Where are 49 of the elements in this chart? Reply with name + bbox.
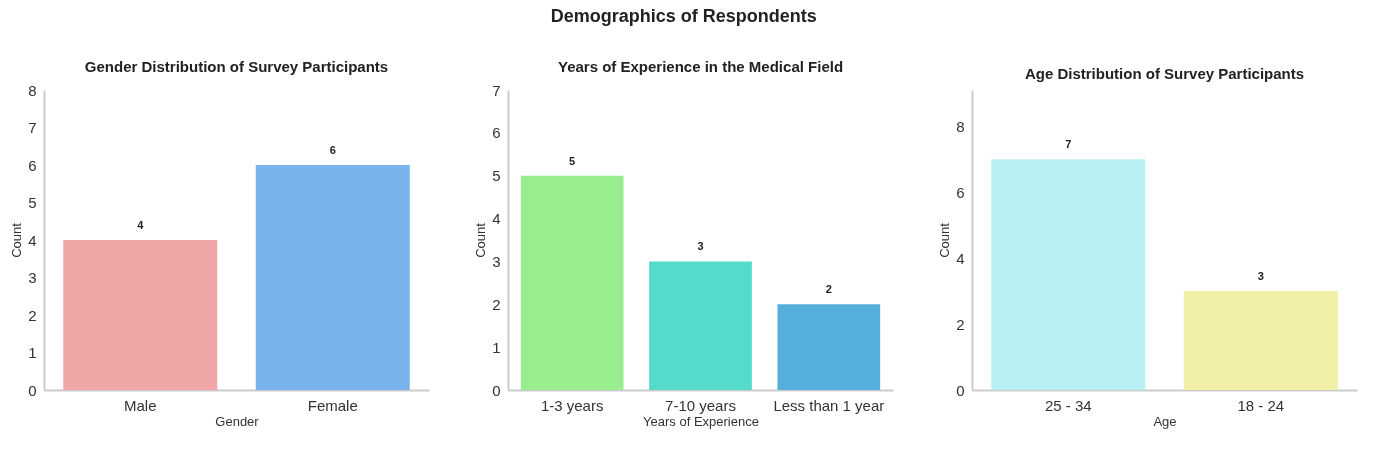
y-tick-label: 0 <box>492 381 501 399</box>
bar <box>777 304 881 390</box>
chart-title: Age Distribution of Survey Participants <box>1024 65 1305 82</box>
chart-title: Years of Experience in the Medical Field <box>557 58 844 75</box>
x-tick-label: 25 - 34 <box>1044 396 1092 414</box>
bar <box>520 175 624 390</box>
y-tick-label: 6 <box>492 124 501 142</box>
y-tick-label: 2 <box>28 306 37 324</box>
y-tick-label: 7 <box>492 81 501 99</box>
data-label: 2 <box>825 283 832 296</box>
y-tick-label: 1 <box>492 338 501 356</box>
y-tick-label: 6 <box>28 156 37 174</box>
y-tick-label: 6 <box>956 183 965 201</box>
y-axis-title: Count <box>937 222 953 258</box>
x-axis-title: Years of Experience <box>643 413 759 429</box>
data-label: 7 <box>1065 138 1072 151</box>
y-axis-title: Count <box>9 222 25 258</box>
y-tick-label: 4 <box>28 231 37 249</box>
y-tick-label: 2 <box>492 295 501 313</box>
y-tick-label: 5 <box>28 194 37 211</box>
x-tick-label: 18 - 24 <box>1237 396 1285 414</box>
x-axis-title: Gender <box>215 413 260 429</box>
data-label: 3 <box>697 240 704 253</box>
x-tick-label: 7-10 years <box>665 396 736 414</box>
y-tick-label: 3 <box>492 252 501 270</box>
x-axis-title: Age <box>1153 413 1177 429</box>
y-tick-label: 0 <box>956 381 965 399</box>
data-label: 4 <box>137 219 145 231</box>
x-tick-label: 1-3 years <box>540 396 604 414</box>
y-tick-label: 4 <box>956 249 965 267</box>
chart-title: Gender Distribution of Survey Participants <box>84 58 389 75</box>
y-tick-label: 7 <box>28 119 37 136</box>
y-tick-label: 0 <box>28 381 37 399</box>
data-label: 3 <box>1257 270 1264 283</box>
y-tick-label: 1 <box>28 344 37 361</box>
y-tick-label: 8 <box>28 81 37 99</box>
x-tick-label: Male <box>123 396 157 414</box>
y-axis-title: Count <box>473 222 489 258</box>
y-tick-label: 3 <box>28 269 37 286</box>
data-label: 5 <box>569 154 576 167</box>
bar <box>649 261 752 390</box>
text: Demographics of Respondents <box>550 6 817 26</box>
x-tick-label: Female <box>307 396 358 414</box>
x-tick-label: Less than 1 year <box>773 396 885 414</box>
y-tick-label: 2 <box>956 315 965 333</box>
data-label: 6 <box>329 144 336 156</box>
y-tick-label: 5 <box>492 167 501 185</box>
y-tick-label: 4 <box>492 210 501 228</box>
y-tick-label: 8 <box>956 117 965 135</box>
